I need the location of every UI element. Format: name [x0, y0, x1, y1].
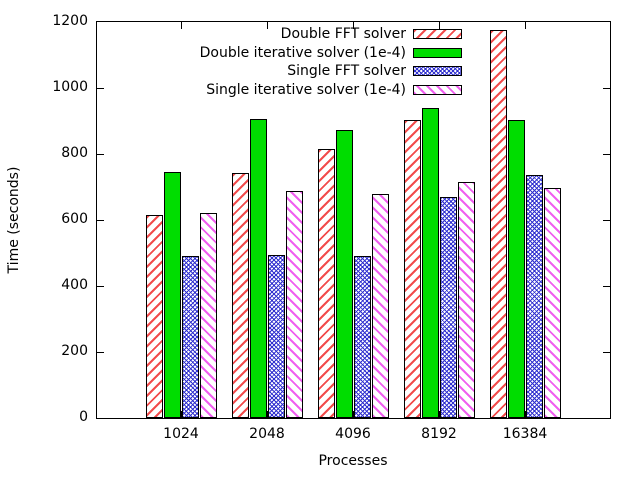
- legend-label: Single iterative solver (1e-4): [206, 82, 406, 98]
- x-tick-label: 4096: [335, 426, 371, 442]
- bar: [286, 191, 303, 418]
- bar: [544, 188, 561, 418]
- y-tick-mark-left: [97, 88, 104, 89]
- y-tick-mark-left: [97, 352, 104, 353]
- legend-swatch: [413, 66, 462, 76]
- x-tick-label: 1024: [163, 426, 199, 442]
- legend-item: Double FFT solver: [281, 27, 462, 41]
- bar: [232, 173, 249, 418]
- x-tick-mark-top: [353, 22, 354, 29]
- x-tick-mark-top: [181, 22, 182, 29]
- legend-swatch: [413, 29, 462, 39]
- legend-label: Double FFT solver: [280, 26, 406, 42]
- legend-item: Single FFT solver: [287, 64, 462, 78]
- bar: [526, 175, 543, 418]
- bar: [268, 255, 285, 418]
- y-tick-label: 1200: [52, 13, 88, 29]
- bar: [354, 256, 371, 418]
- y-tick-mark-right: [603, 352, 610, 353]
- legend-label: Single FFT solver: [287, 63, 406, 79]
- bar: [164, 172, 181, 418]
- x-tick-mark-top: [267, 22, 268, 29]
- legend-swatch: [413, 85, 462, 95]
- y-tick-label: 400: [61, 277, 88, 293]
- x-tick-mark-bottom: [439, 411, 440, 418]
- bar: [404, 120, 421, 418]
- x-tick-mark-bottom: [267, 411, 268, 418]
- x-tick-label: 8192: [421, 426, 457, 442]
- legend-item: Double iterative solver (1e-4): [200, 46, 462, 60]
- bar: [508, 120, 525, 418]
- x-tick-mark-bottom: [353, 411, 354, 418]
- y-tick-label: 800: [61, 145, 88, 161]
- legend-label: Double iterative solver (1e-4): [199, 45, 406, 61]
- y-tick-mark-right: [603, 88, 610, 89]
- legend-item: Single iterative solver (1e-4): [206, 83, 462, 97]
- x-tick-mark-bottom: [181, 411, 182, 418]
- bar: [490, 30, 507, 418]
- y-tick-label: 0: [79, 409, 88, 425]
- y-tick-mark-right: [603, 286, 610, 287]
- y-tick-label: 1000: [52, 79, 88, 95]
- y-tick-mark-right: [603, 154, 610, 155]
- y-tick-mark-left: [97, 220, 104, 221]
- bar: [318, 149, 335, 418]
- bar: [336, 130, 353, 418]
- x-axis-title: Processes: [318, 453, 388, 469]
- y-tick-mark-left: [97, 154, 104, 155]
- y-tick-mark-left: [97, 286, 104, 287]
- plot-area: [96, 21, 611, 419]
- bar: [440, 197, 457, 418]
- x-tick-mark-top: [525, 22, 526, 29]
- bar: [422, 108, 439, 418]
- x-tick-mark-bottom: [525, 411, 526, 418]
- bar: [458, 182, 475, 418]
- x-tick-label: 16384: [502, 426, 548, 442]
- bar: [250, 119, 267, 418]
- x-tick-label: 2048: [249, 426, 285, 442]
- bar: [182, 256, 199, 418]
- bar: [200, 213, 217, 418]
- y-tick-label: 200: [61, 343, 88, 359]
- bar: [146, 215, 163, 418]
- legend-swatch: [413, 48, 462, 58]
- y-tick-mark-right: [603, 220, 610, 221]
- y-tick-label: 600: [61, 211, 88, 227]
- x-tick-mark-top: [439, 22, 440, 29]
- bar: [372, 194, 389, 418]
